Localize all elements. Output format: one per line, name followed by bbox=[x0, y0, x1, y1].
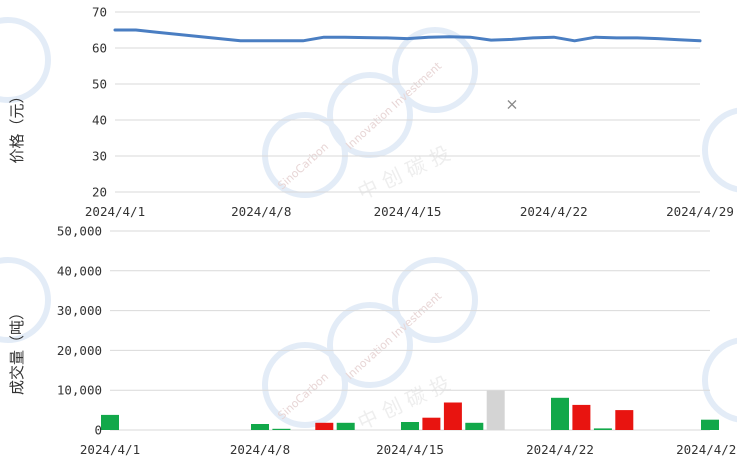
volume-bar bbox=[701, 419, 719, 430]
volume-bar bbox=[593, 428, 612, 430]
watermark-ring bbox=[392, 257, 478, 343]
volume-bar bbox=[443, 402, 462, 430]
price-x-marker-stroke bbox=[507, 100, 517, 109]
volume-bar bbox=[486, 390, 505, 430]
watermark-brand: SinoCarbon bbox=[275, 370, 331, 422]
price-x-tick-label: 2024/4/15 bbox=[374, 204, 442, 219]
watermark-ring bbox=[0, 17, 51, 103]
volume-bar bbox=[272, 428, 291, 430]
volume-y-tick-label: 30,000 bbox=[57, 303, 102, 318]
volume-bar bbox=[315, 422, 334, 430]
price-x-tick-label: 2024/4/8 bbox=[231, 204, 291, 219]
price-y-tick-label: 30 bbox=[92, 149, 107, 164]
volume-y-tick-label: 50,000 bbox=[57, 224, 102, 239]
volume-bar bbox=[465, 422, 484, 430]
watermark: SinoCarbon Innovation Investment 中 创 碳 投… bbox=[0, 17, 737, 435]
volume-y-tick-label: 10,000 bbox=[57, 383, 102, 398]
price-markers bbox=[507, 100, 517, 109]
watermark-ring bbox=[327, 72, 413, 158]
watermark-ring bbox=[392, 27, 478, 113]
volume-x-tick-label: 2024/4/8 bbox=[230, 442, 290, 457]
volume-y-tick-label: 20,000 bbox=[57, 343, 102, 358]
price-gridlines bbox=[115, 11, 700, 193]
volume-x-tick-labels: 2024/4/1 2024/4/8 2024/4/15 2024/4/22 2024/4… bbox=[80, 442, 737, 457]
price-x-marker bbox=[507, 100, 517, 109]
volume-bar bbox=[615, 410, 634, 430]
price-y-tick-label: 40 bbox=[92, 113, 107, 128]
watermark-ring bbox=[262, 342, 348, 428]
volume-panel: 成交量（吨） 50,000 40,000 30,000 20,000 10,000 0 2… bbox=[8, 224, 737, 458]
price-y-tick-label: 70 bbox=[92, 5, 107, 20]
watermark-ring bbox=[327, 302, 413, 388]
volume-bar bbox=[101, 414, 119, 430]
watermark-ring bbox=[702, 337, 737, 423]
price-x-tick-label: 2024/4/22 bbox=[520, 204, 588, 219]
volume-bar bbox=[251, 424, 269, 430]
price-x-tick-labels: 2024/4/1 2024/4/8 2024/4/15 2024/4/22 2024/4… bbox=[85, 204, 734, 219]
volume-x-tick-label: 2024/4/15 bbox=[376, 442, 444, 457]
watermark-ring bbox=[262, 112, 348, 198]
watermark-ring bbox=[0, 257, 51, 343]
volume-bar bbox=[551, 397, 569, 430]
volume-y-tick-label: 0 bbox=[94, 423, 102, 438]
watermark-brand: SinoCarbon bbox=[275, 140, 331, 192]
volume-y-tick-labels: 50,000 40,000 30,000 20,000 10,000 0 bbox=[57, 224, 102, 438]
price-y-tick-label: 20 bbox=[92, 185, 107, 200]
watermark-ring bbox=[702, 107, 737, 193]
volume-bar bbox=[572, 404, 591, 430]
price-axis-label: 价格（元） bbox=[8, 88, 26, 163]
volume-axis-label: 成交量（吨） bbox=[8, 305, 26, 395]
volume-x-tick-label: 2024/4/1 bbox=[80, 442, 140, 457]
price-series bbox=[113, 28, 702, 43]
volume-x-tick-label: 2024/4/22 bbox=[526, 442, 594, 457]
price-y-tick-label: 60 bbox=[92, 41, 107, 56]
price-y-tick-label: 50 bbox=[92, 77, 107, 92]
price-x-tick-label: 2024/4/29 bbox=[666, 204, 734, 219]
watermark-cn: 中 创 碳 投 bbox=[354, 141, 454, 205]
price-line bbox=[113, 28, 702, 43]
volume-x-tick-label: 2024/4/29 bbox=[676, 442, 737, 457]
volume-bar bbox=[401, 422, 419, 430]
volume-bar bbox=[336, 422, 355, 430]
price-x-tick-label: 2024/4/1 bbox=[85, 204, 145, 219]
price-y-tick-labels: 70 60 50 40 30 20 bbox=[92, 5, 107, 200]
volume-bar bbox=[422, 417, 441, 430]
volume-y-tick-label: 40,000 bbox=[57, 263, 102, 278]
volume-bars bbox=[101, 390, 719, 430]
